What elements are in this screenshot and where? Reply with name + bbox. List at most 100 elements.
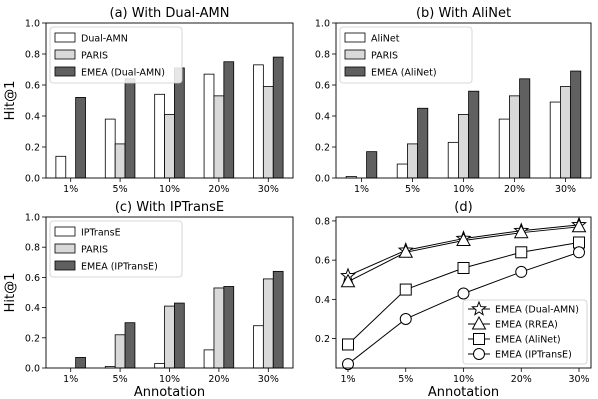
data-point bbox=[573, 246, 585, 259]
y-tick-label: 0.6 bbox=[25, 81, 40, 92]
data-point bbox=[473, 348, 485, 360]
legend-entry: PARIS bbox=[81, 51, 108, 62]
chart-panel-3: (d) 0.2 0.4 0.6 0.8 1% 5% 10% 20% 30% Annotation EM… bbox=[315, 200, 592, 399]
legend-swatch bbox=[344, 66, 366, 77]
bar bbox=[366, 151, 378, 179]
x-tick-label: 1% bbox=[340, 374, 355, 385]
data-point bbox=[513, 224, 529, 239]
bar bbox=[417, 107, 429, 179]
data-point bbox=[571, 218, 587, 233]
x-axis-label: Annotation bbox=[134, 385, 205, 399]
legend-entry: EMEA (IPTransE) bbox=[81, 262, 158, 273]
bar bbox=[253, 325, 264, 369]
bar bbox=[560, 86, 572, 179]
legend-swatch bbox=[54, 243, 76, 254]
legend-box bbox=[49, 220, 183, 278]
y-tick-label: 1.0 bbox=[25, 213, 40, 224]
y-tick-label: 0.2 bbox=[25, 143, 40, 154]
plot-frame bbox=[45, 22, 294, 179]
bar bbox=[223, 61, 235, 179]
legend-swatch bbox=[54, 66, 76, 77]
bar bbox=[154, 93, 165, 179]
x-tick-label: 10% bbox=[159, 184, 180, 195]
y-tick-label: 0.0 bbox=[25, 364, 40, 375]
x-tick-label: 30% bbox=[555, 184, 576, 195]
y-tick-label: 1.0 bbox=[25, 19, 40, 30]
legend-box bbox=[462, 299, 588, 365]
bar bbox=[203, 73, 215, 179]
legend-entry: EMEA (AliNet) bbox=[371, 68, 437, 79]
chart-title: (d) bbox=[454, 200, 472, 215]
legend-entry: EMEA (Dual-AMN) bbox=[81, 68, 165, 79]
bar bbox=[447, 141, 459, 179]
bar bbox=[55, 155, 67, 179]
y-tick-label: 0.6 bbox=[315, 81, 330, 92]
x-tick-label: 10% bbox=[159, 374, 180, 385]
y-tick-label: 0.8 bbox=[25, 50, 40, 61]
bar bbox=[570, 70, 582, 179]
legend-box bbox=[49, 26, 183, 84]
bar bbox=[75, 357, 86, 369]
data-point bbox=[471, 300, 487, 316]
x-tick-label: 1% bbox=[63, 184, 78, 195]
bar bbox=[213, 287, 225, 369]
plot-frame bbox=[335, 22, 592, 179]
bar bbox=[104, 118, 116, 179]
legend: IPTransE PARIS EMEA (IPTransE) bbox=[49, 220, 183, 278]
legend-swatch bbox=[54, 32, 76, 43]
y-tick-label: 0.0 bbox=[25, 174, 40, 185]
x-tick-label: 20% bbox=[208, 374, 229, 385]
bar bbox=[519, 78, 531, 179]
plot-frame bbox=[45, 216, 294, 369]
y-tick-label: 0.8 bbox=[315, 216, 330, 227]
data-point bbox=[457, 287, 470, 300]
bar bbox=[406, 143, 418, 179]
data-point bbox=[398, 244, 414, 258]
plot-frame bbox=[335, 216, 592, 369]
x-tick-label: 5% bbox=[398, 374, 413, 385]
y-tick-label: 0.8 bbox=[25, 243, 40, 254]
y-tick-label: 0.8 bbox=[315, 50, 330, 61]
data-point bbox=[471, 315, 487, 330]
x-tick-label: 5% bbox=[113, 184, 128, 195]
data-point bbox=[457, 261, 470, 274]
y-axis-label: Hit@1 bbox=[3, 81, 18, 121]
x-tick-label: 30% bbox=[258, 184, 279, 195]
bar bbox=[272, 56, 284, 179]
legend-entry: EMEA (RREA) bbox=[495, 320, 558, 331]
legend-swatch bbox=[344, 32, 366, 43]
x-tick-label: 30% bbox=[258, 374, 279, 385]
bar bbox=[154, 363, 165, 369]
legend-entry: AliNet bbox=[371, 34, 400, 45]
chart-title: (c) With IPTransE bbox=[115, 200, 224, 215]
y-tick-label: 0.6 bbox=[315, 256, 330, 267]
y-tick-label: 0.4 bbox=[25, 112, 40, 123]
y-tick-label: 0.2 bbox=[315, 334, 330, 345]
legend-swatch bbox=[54, 49, 76, 60]
legend-entry: PARIS bbox=[81, 245, 108, 256]
bar bbox=[164, 305, 175, 369]
chart-title: (b) With AliNet bbox=[416, 6, 511, 21]
x-tick-label: 20% bbox=[511, 374, 532, 385]
legend-box bbox=[339, 26, 473, 84]
legend-entry: EMEA (IPTransE) bbox=[495, 350, 572, 361]
x-tick-label: 30% bbox=[568, 374, 589, 385]
data-point bbox=[473, 333, 485, 345]
x-tick-label: 5% bbox=[113, 374, 128, 385]
y-tick-label: 1.0 bbox=[315, 19, 330, 30]
bar bbox=[253, 64, 264, 179]
bar bbox=[114, 334, 126, 369]
bar bbox=[114, 143, 126, 179]
legend: AliNet PARIS EMEA (AliNet) bbox=[339, 26, 473, 84]
legend-swatch bbox=[54, 226, 76, 237]
chart-title: (a) With Dual-AMN bbox=[110, 6, 230, 21]
bar bbox=[124, 78, 136, 179]
y-tick-label: 0.4 bbox=[315, 112, 330, 123]
legend: Dual-AMN PARIS EMEA (Dual-AMN) bbox=[49, 26, 183, 84]
bar bbox=[124, 322, 136, 369]
legend-swatch bbox=[344, 49, 366, 60]
x-tick-label: 5% bbox=[405, 184, 420, 195]
x-tick-label: 20% bbox=[208, 184, 229, 195]
x-tick-label: 10% bbox=[453, 184, 474, 195]
